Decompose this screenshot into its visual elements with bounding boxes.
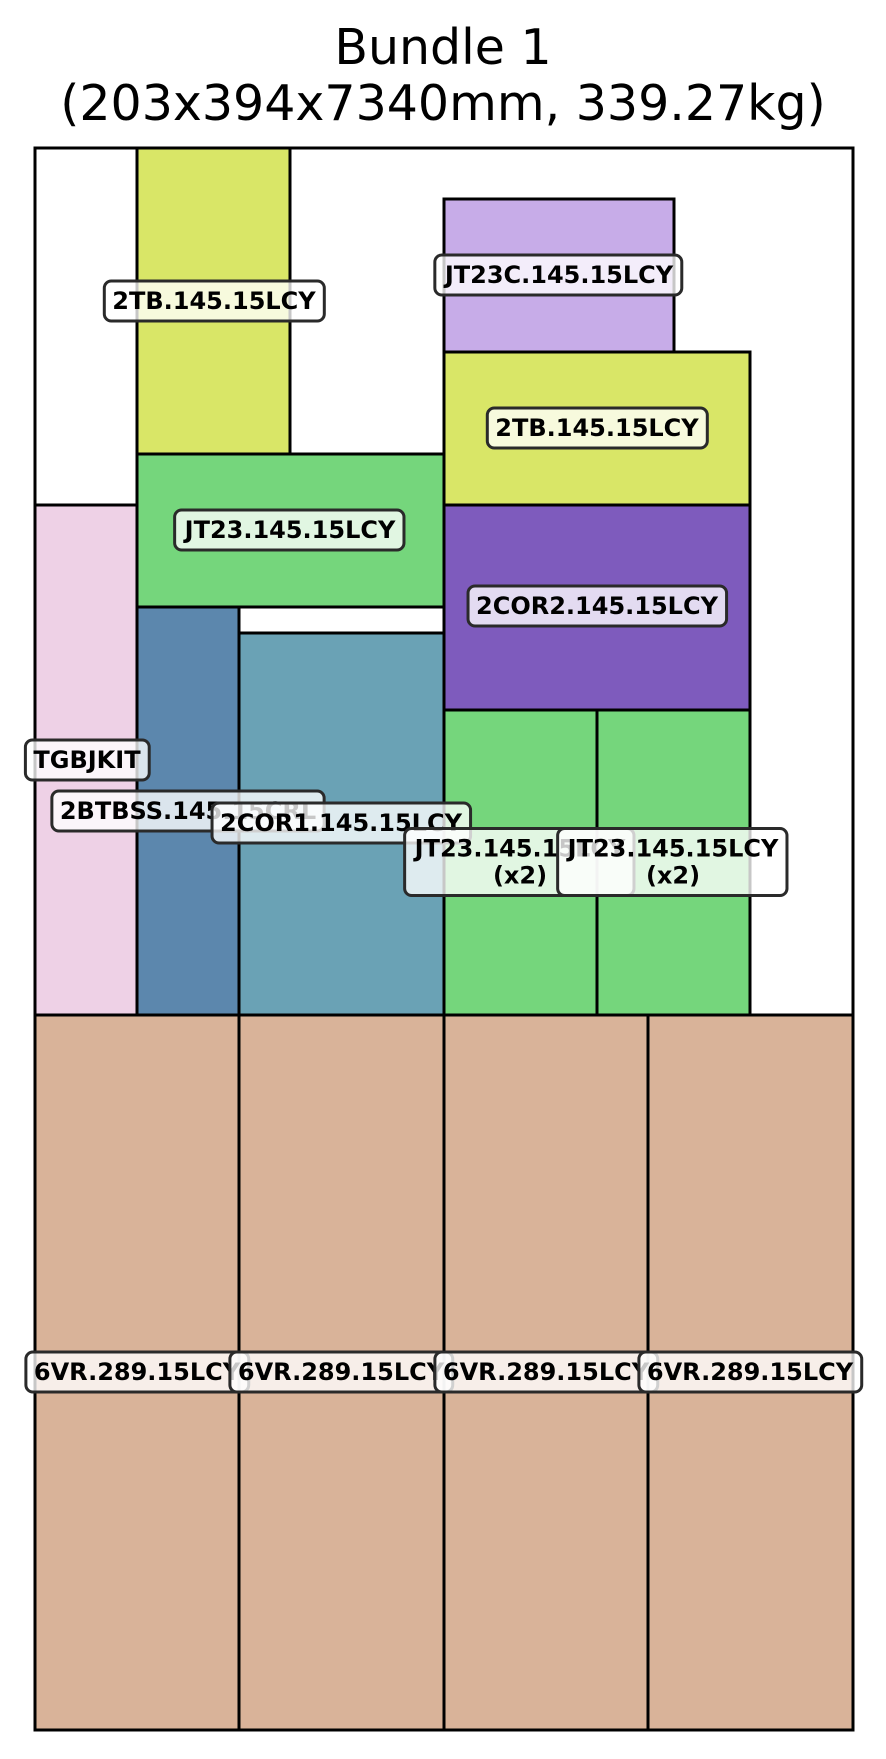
item-label-background <box>466 584 729 628</box>
item-label-text: 6VR.289.15LCY <box>443 1358 650 1386</box>
item-label-background <box>556 827 789 897</box>
diagram-title: Bundle 1 (203x394x7340mm, 339.27kg) <box>0 20 886 132</box>
item-label-13: 6VR.289.15LCY <box>433 1350 660 1394</box>
item-label-background <box>102 279 326 323</box>
item-label-11: 6VR.289.15LCY <box>24 1350 251 1394</box>
title-line-1: Bundle 1 <box>334 19 552 76</box>
item-label-text: 6VR.289.15LCY <box>34 1358 241 1386</box>
item-label-6: TGBJKIT <box>23 738 151 782</box>
item-label-background <box>637 1350 864 1394</box>
item-label-count: (x2) <box>493 862 547 890</box>
item-label-text: 2TB.145.15LCY <box>112 287 316 315</box>
item-label-2: JT23C.145.15LCY <box>433 253 684 297</box>
item-label-14: 6VR.289.15LCY <box>637 1350 864 1394</box>
item-label-1: 2TB.145.15LCY <box>102 279 326 323</box>
item-labels: 2TB.145.15LCY JT23C.145.15LCY 2TB.145.15LC… <box>23 253 864 1394</box>
item-label-text: TGBJKIT <box>33 746 141 774</box>
item-boxes <box>33 146 855 1732</box>
item-label-5: 2COR2.145.15LCY <box>466 584 729 628</box>
title-line-2: (203x394x7340mm, 339.27kg) <box>60 75 826 132</box>
item-label-text: 6VR.289.15LCY <box>647 1358 854 1386</box>
item-label-text: JT23.145.15LCY <box>566 835 779 863</box>
item-label-text: 2TB.145.15LCY <box>495 414 699 442</box>
item-label-text: 6VR.289.15LCY <box>238 1358 445 1386</box>
item-label-10: JT23.145.15LCY(x2) <box>556 827 789 897</box>
item-label-4: JT23.145.15LCY <box>173 508 406 552</box>
item-label-3: 2TB.145.15LCY <box>485 406 709 450</box>
item-label-background <box>23 738 151 782</box>
item-label-text: JT23.145.15LCY <box>183 516 396 544</box>
item-label-background <box>173 508 406 552</box>
item-label-background <box>485 406 709 450</box>
item-label-12: 6VR.289.15LCY <box>228 1350 455 1394</box>
item-label-background <box>433 253 684 297</box>
item-label-count: (x2) <box>646 862 700 890</box>
item-label-text: JT23C.145.15LCY <box>443 261 674 289</box>
item-label-text: 2COR2.145.15LCY <box>476 592 719 620</box>
